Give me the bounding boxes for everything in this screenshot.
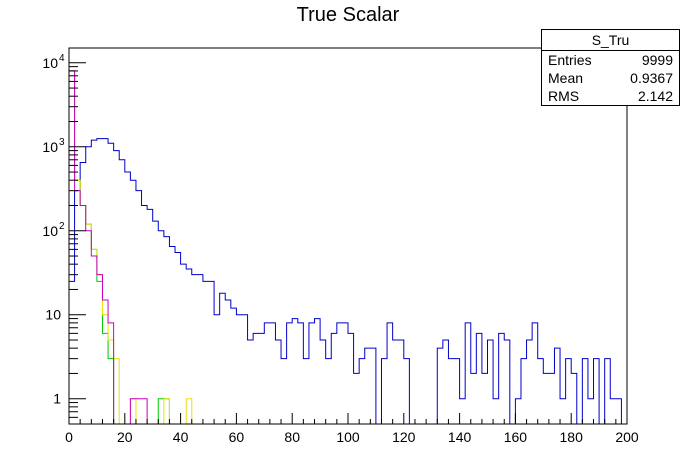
stats-value: 0.9367 xyxy=(630,70,673,86)
x-tick-label: 0 xyxy=(65,429,73,445)
stats-value: 2.142 xyxy=(637,88,673,104)
x-tick-label: 120 xyxy=(392,429,416,445)
x-tick-label: 140 xyxy=(448,429,472,445)
stats-label: RMS xyxy=(548,88,580,104)
x-tick-label: 40 xyxy=(173,429,189,445)
x-tick-label: 100 xyxy=(336,429,360,445)
y-tick-label: 10 xyxy=(45,307,61,323)
x-tick-label: 20 xyxy=(117,429,133,445)
x-tick-label: 180 xyxy=(560,429,584,445)
y-tick-label: 10 xyxy=(42,223,58,239)
y-tick-label: 10 xyxy=(42,55,58,71)
y-tick-exponent: 2 xyxy=(59,221,65,232)
stats-row-mean: Mean 0.9367 xyxy=(542,69,679,87)
chart-title: True Scalar xyxy=(296,4,400,26)
x-tick-label: 160 xyxy=(504,429,528,445)
y-tick-label: 10 xyxy=(42,139,58,155)
stats-label: Entries xyxy=(548,52,592,68)
y-tick-exponent: 4 xyxy=(59,53,65,64)
x-tick-label: 200 xyxy=(615,429,639,445)
stats-box: S_Tru Entries 9999 Mean 0.9367 RMS 2.142 xyxy=(541,29,680,106)
stats-row-entries: Entries 9999 xyxy=(542,51,679,69)
stats-row-rms: RMS 2.142 xyxy=(542,87,679,105)
x-tick-label: 60 xyxy=(229,429,245,445)
stats-label: Mean xyxy=(548,70,584,86)
stats-value: 9999 xyxy=(641,52,673,68)
stats-box-name: S_Tru xyxy=(542,30,679,51)
x-tick-label: 80 xyxy=(284,429,300,445)
plot-series xyxy=(68,70,627,425)
y-tick-label: 1 xyxy=(53,391,61,407)
series-line-3 xyxy=(68,70,627,425)
series-line-0 xyxy=(68,138,627,425)
y-tick-exponent: 3 xyxy=(59,137,65,148)
